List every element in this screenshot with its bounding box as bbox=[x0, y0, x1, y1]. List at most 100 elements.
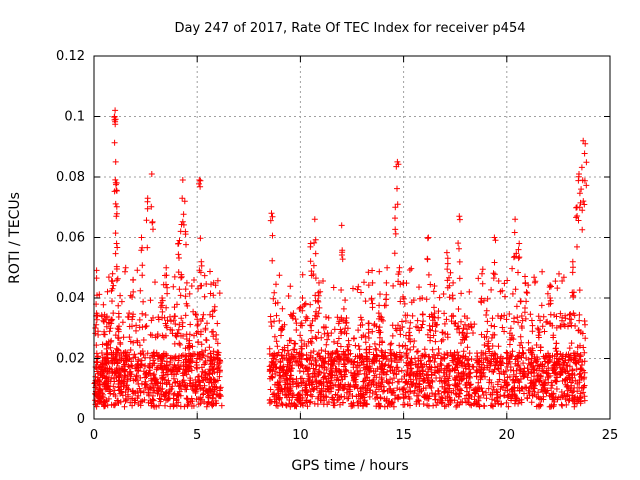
data-point bbox=[164, 284, 171, 291]
data-point bbox=[208, 281, 214, 288]
data-point bbox=[395, 322, 401, 329]
data-point bbox=[167, 355, 174, 362]
data-point bbox=[461, 337, 468, 343]
data-point bbox=[99, 313, 105, 320]
data-point bbox=[113, 356, 120, 362]
data-point bbox=[458, 318, 464, 325]
data-point bbox=[491, 323, 498, 330]
data-point bbox=[373, 347, 380, 353]
data-point bbox=[330, 284, 337, 291]
data-point bbox=[350, 335, 357, 342]
data-point bbox=[112, 200, 119, 207]
data-point bbox=[110, 310, 117, 317]
data-point bbox=[210, 354, 217, 360]
data-point bbox=[440, 369, 447, 376]
data-point bbox=[342, 373, 349, 380]
data-point bbox=[147, 297, 154, 304]
data-point bbox=[197, 183, 204, 190]
data-point bbox=[525, 339, 532, 346]
data-point bbox=[308, 272, 315, 279]
data-point bbox=[309, 374, 316, 381]
data-point bbox=[399, 318, 405, 325]
data-point bbox=[559, 393, 566, 400]
data-point bbox=[167, 367, 174, 374]
data-point bbox=[122, 268, 128, 275]
data-point bbox=[450, 279, 457, 286]
data-point bbox=[338, 222, 345, 229]
data-point bbox=[126, 364, 133, 370]
data-point bbox=[462, 395, 468, 402]
data-point bbox=[269, 374, 276, 381]
data-point bbox=[398, 376, 405, 383]
data-point bbox=[416, 284, 422, 291]
data-point bbox=[392, 230, 399, 237]
data-point bbox=[411, 338, 418, 344]
data-point bbox=[378, 376, 385, 383]
data-point bbox=[573, 359, 580, 366]
data-point bbox=[159, 380, 166, 387]
data-point bbox=[112, 158, 119, 165]
data-point bbox=[370, 351, 377, 358]
data-point bbox=[276, 317, 283, 324]
data-point bbox=[186, 290, 193, 297]
data-point bbox=[312, 297, 319, 304]
data-point bbox=[183, 353, 190, 360]
data-point bbox=[541, 363, 548, 370]
data-point bbox=[104, 288, 111, 295]
data-point bbox=[113, 187, 120, 194]
data-point bbox=[93, 365, 100, 372]
data-point bbox=[560, 274, 567, 281]
data-point bbox=[390, 370, 397, 377]
data-point bbox=[210, 348, 217, 355]
data-point bbox=[476, 385, 483, 391]
data-point bbox=[535, 332, 542, 339]
data-point bbox=[338, 330, 344, 337]
data-point bbox=[355, 327, 362, 334]
data-point bbox=[325, 375, 332, 382]
data-point bbox=[165, 377, 172, 384]
data-point bbox=[523, 298, 530, 305]
data-point bbox=[270, 355, 277, 362]
data-point bbox=[524, 290, 531, 296]
data-point bbox=[126, 334, 133, 341]
data-point bbox=[429, 390, 435, 397]
data-point bbox=[418, 324, 425, 331]
data-point bbox=[357, 367, 364, 374]
data-point bbox=[358, 334, 365, 341]
data-point bbox=[547, 295, 554, 301]
data-point bbox=[113, 277, 120, 284]
data-point bbox=[569, 269, 576, 276]
data-point bbox=[303, 389, 310, 396]
data-point bbox=[118, 388, 125, 395]
data-point bbox=[271, 289, 278, 296]
data-point bbox=[171, 304, 178, 311]
data-point bbox=[183, 241, 189, 248]
data-point bbox=[495, 278, 502, 284]
data-point bbox=[273, 312, 280, 319]
data-point bbox=[404, 401, 411, 408]
x-tick-label: 15 bbox=[395, 428, 412, 443]
data-point bbox=[356, 346, 363, 353]
data-point bbox=[547, 311, 554, 318]
data-point bbox=[391, 250, 398, 257]
data-point bbox=[182, 312, 189, 319]
data-point bbox=[267, 313, 274, 320]
data-point bbox=[421, 377, 428, 383]
data-point bbox=[404, 346, 411, 352]
data-point bbox=[193, 364, 200, 371]
data-point bbox=[535, 326, 542, 333]
data-point bbox=[335, 396, 342, 403]
data-point bbox=[319, 364, 326, 371]
data-point bbox=[142, 385, 149, 391]
data-point bbox=[376, 402, 383, 409]
data-point bbox=[190, 379, 197, 386]
data-point bbox=[418, 364, 425, 371]
data-point bbox=[543, 369, 550, 376]
data-point bbox=[399, 386, 406, 393]
data-point bbox=[423, 296, 430, 303]
data-point bbox=[312, 250, 319, 257]
data-point bbox=[153, 379, 160, 386]
data-point bbox=[150, 226, 156, 233]
data-point bbox=[512, 286, 519, 293]
data-point bbox=[115, 328, 122, 335]
